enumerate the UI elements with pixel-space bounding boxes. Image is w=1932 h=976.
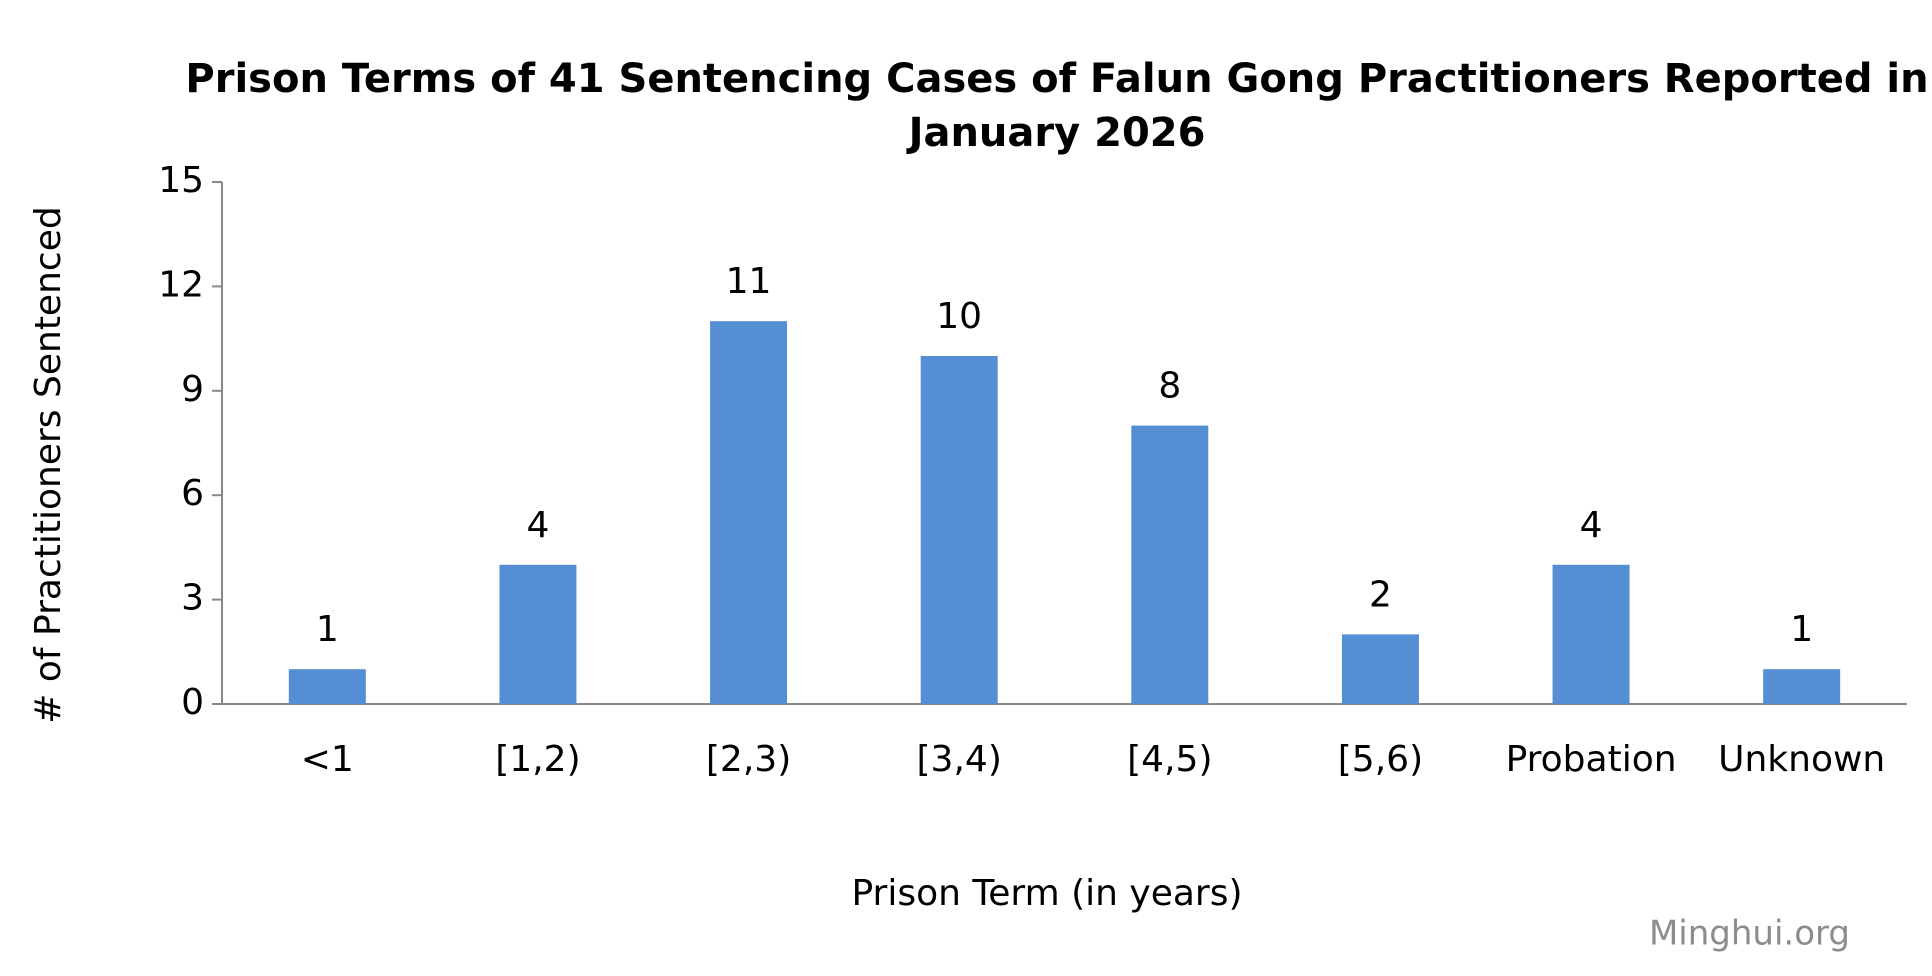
x-tick-label: Unknown — [1718, 739, 1885, 780]
y-axis-title: # of Practitioners Sentenced — [28, 206, 69, 723]
bar — [499, 564, 577, 704]
y-tick-label: 9 — [181, 369, 204, 410]
x-tick-label: [1,2) — [495, 739, 580, 780]
data-label: 1 — [1790, 609, 1813, 650]
data-label: 4 — [526, 505, 549, 546]
data-label: 1 — [316, 609, 339, 650]
x-tick-label: <1 — [301, 739, 354, 780]
data-label: 11 — [726, 261, 772, 302]
x-axis-title: Prison Term (in years) — [851, 873, 1242, 914]
data-label: 10 — [936, 296, 982, 337]
bar — [1552, 564, 1630, 704]
bar — [1341, 634, 1419, 704]
y-tick-label: 12 — [158, 264, 204, 305]
chart-title: Prison Terms of 41 Sentencing Cases of F… — [185, 56, 1929, 156]
x-tick-label: [2,3) — [706, 739, 791, 780]
bar — [288, 669, 366, 704]
y-tick-label: 0 — [181, 682, 204, 723]
x-tick-label: Probation — [1506, 739, 1677, 780]
bar — [1131, 425, 1209, 704]
y-tick-label: 15 — [158, 160, 204, 201]
data-label: 2 — [1369, 574, 1392, 615]
x-tick-label: [3,4) — [917, 739, 1002, 780]
y-tick-label: 6 — [181, 473, 204, 514]
bar — [1763, 669, 1841, 704]
y-tick-label: 3 — [181, 578, 204, 619]
x-tick-label: [4,5) — [1127, 739, 1212, 780]
bar — [710, 321, 788, 704]
x-tick-label: [5,6) — [1338, 739, 1423, 780]
watermark: Minghui.org — [1649, 914, 1850, 954]
data-label: 4 — [1580, 505, 1603, 546]
data-label: 8 — [1158, 366, 1181, 407]
bar — [920, 356, 998, 704]
